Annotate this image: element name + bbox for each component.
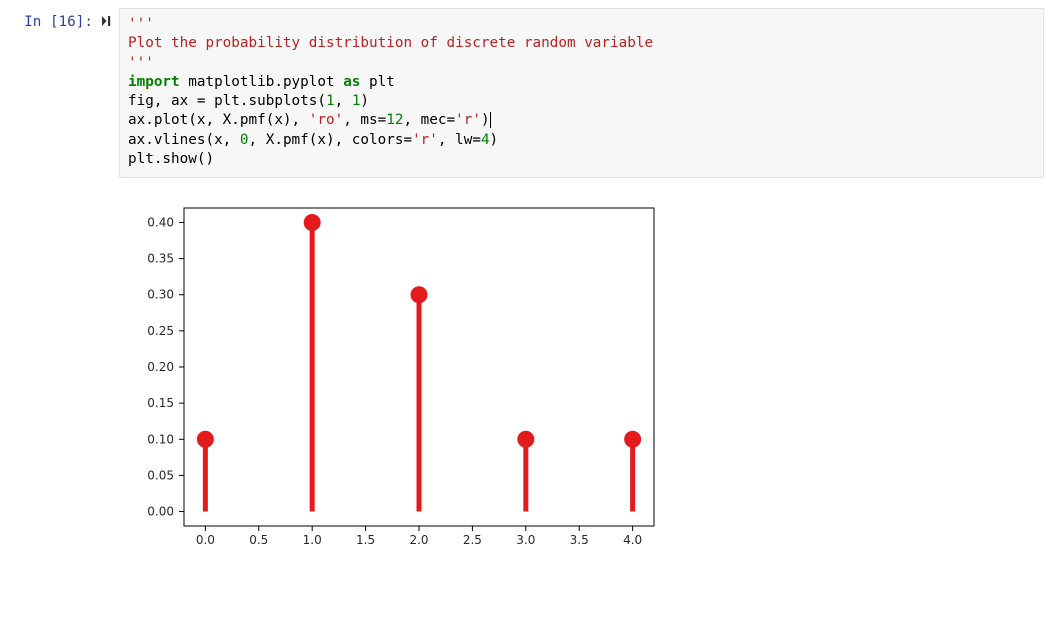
code-cell: In [16]: ''' Plot the probability distri… (16, 8, 1044, 178)
svg-text:0.10: 0.10 (147, 433, 174, 447)
run-cell-icon[interactable] (101, 15, 113, 31)
svg-text:0.25: 0.25 (147, 324, 174, 338)
prompt-label: In [16]: (24, 14, 93, 30)
svg-text:3.0: 3.0 (516, 533, 535, 547)
svg-text:0.40: 0.40 (147, 216, 174, 230)
svg-text:0.5: 0.5 (249, 533, 268, 547)
cell-output: 0.0 0.5 1.0 1.5 2.0 2.5 3.0 3.5 4.0 0.00 0.05 0.10 0… (119, 194, 1044, 564)
svg-text:0.00: 0.00 (147, 505, 174, 519)
svg-text:0.20: 0.20 (147, 360, 174, 374)
svg-text:0.30: 0.30 (147, 288, 174, 302)
svg-text:3.5: 3.5 (570, 533, 589, 547)
cell-prompt: In [16]: (16, 8, 119, 31)
svg-text:0.35: 0.35 (147, 252, 174, 266)
svg-text:2.0: 2.0 (409, 533, 428, 547)
code-input-area[interactable]: ''' Plot the probability distribution of… (119, 8, 1044, 178)
code-editor[interactable]: ''' Plot the probability distribution of… (128, 15, 1035, 169)
svg-text:0.15: 0.15 (147, 397, 174, 411)
svg-text:0.0: 0.0 (196, 533, 215, 547)
svg-text:0.05: 0.05 (147, 469, 174, 483)
svg-text:1.5: 1.5 (356, 533, 375, 547)
svg-text:4.0: 4.0 (623, 533, 642, 547)
pmf-stem-plot: 0.0 0.5 1.0 1.5 2.0 2.5 3.0 3.5 4.0 0.00 0.05 0.10 0… (119, 194, 674, 564)
svg-text:2.5: 2.5 (463, 533, 482, 547)
svg-text:1.0: 1.0 (303, 533, 322, 547)
